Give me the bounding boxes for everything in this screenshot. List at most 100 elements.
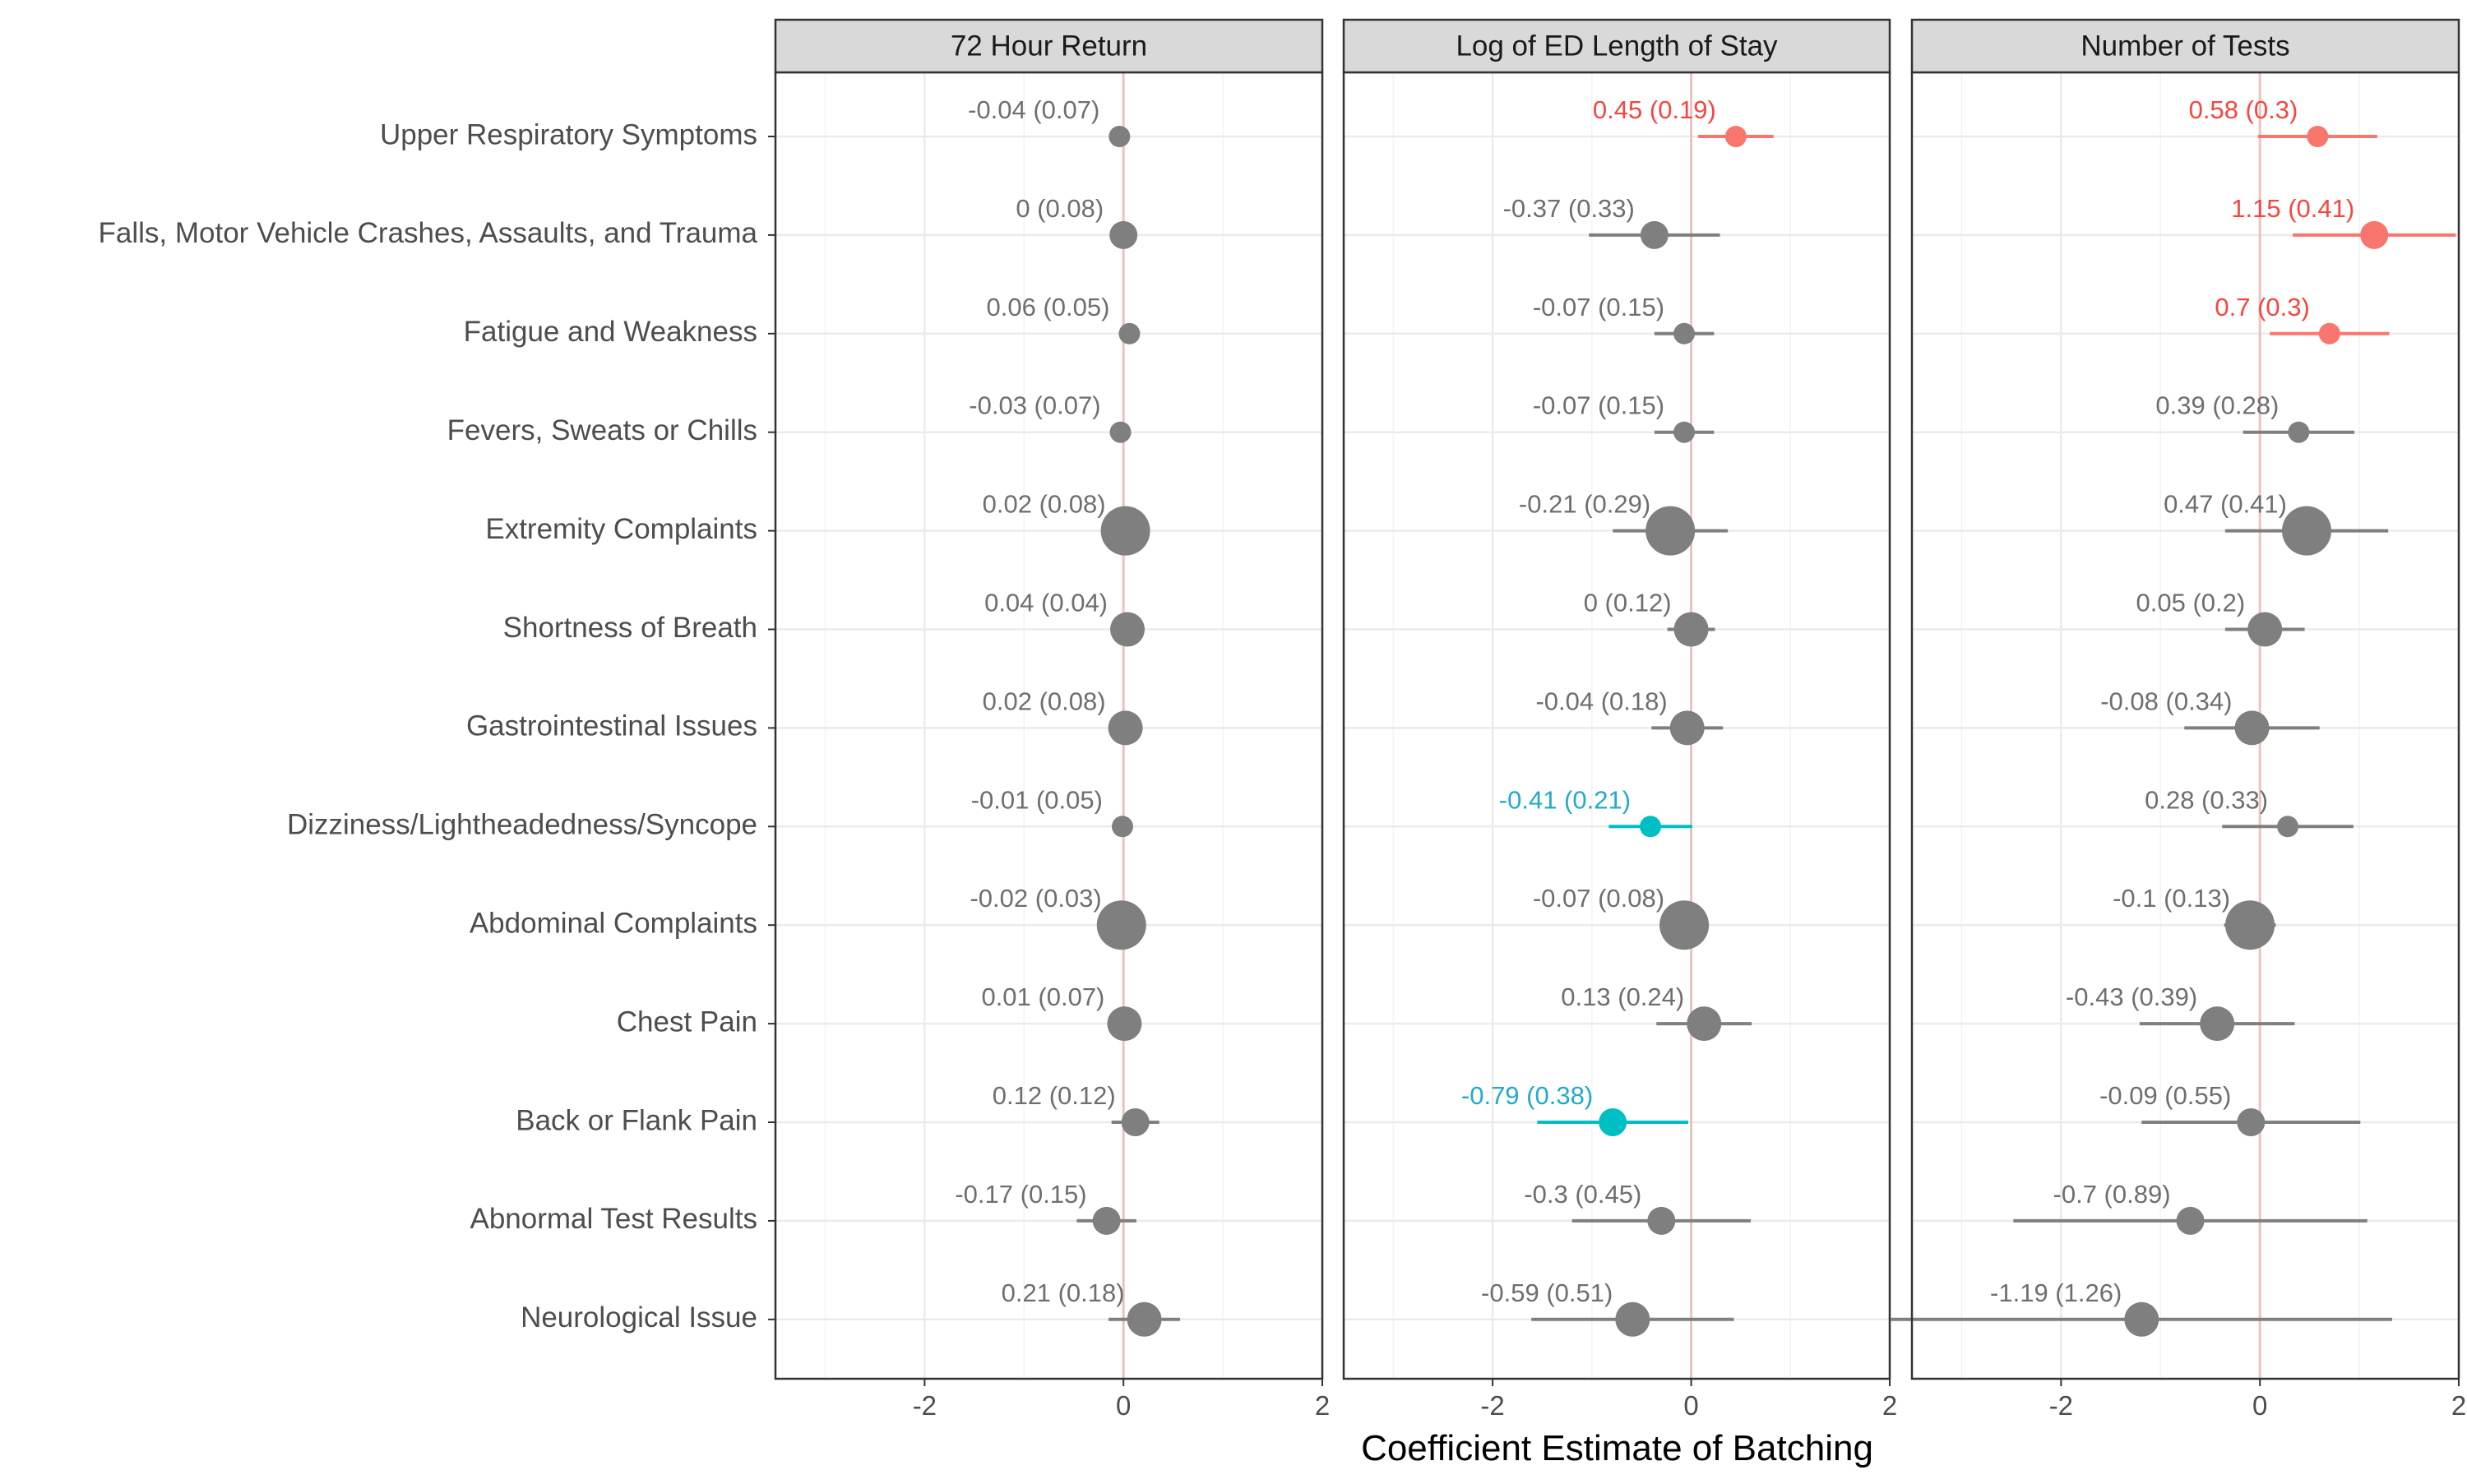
estimate-point <box>1640 816 1662 838</box>
estimate-label: -0.3 (0.45) <box>1524 1180 1641 1209</box>
estimate-point <box>2288 421 2310 443</box>
category-label: Shortness of Breath <box>503 612 757 644</box>
estimate-label: 0.01 (0.07) <box>981 982 1104 1011</box>
category-label: Back or Flank Pain <box>516 1104 757 1136</box>
estimate-point <box>2247 612 2283 647</box>
facet-panel: 0.45 (0.19) -0.37 (0.33) -0.07 (0.15) -0.07… <box>1342 18 1897 1421</box>
estimate-point <box>1647 1206 1676 1235</box>
estimate-point <box>2237 1108 2266 1136</box>
estimate-point <box>2234 710 2270 746</box>
estimate-point <box>1121 1108 1150 1136</box>
estimate-point <box>1659 900 1710 950</box>
estimate-label: -0.43 (0.39) <box>2066 982 2197 1011</box>
facet-strip <box>1910 18 2460 74</box>
category-label: Abnormal Test Results <box>470 1203 757 1235</box>
estimate-label: -0.7 (0.89) <box>2053 1180 2171 1209</box>
category-label: Dizziness/Lightheadedness/Syncope <box>287 809 757 841</box>
estimate-point <box>1687 1006 1722 1042</box>
estimate-label: 0.02 (0.08) <box>983 490 1106 519</box>
estimate-label: -0.37 (0.33) <box>1503 194 1635 223</box>
x-axis-title: Coefficient Estimate of Batching <box>1361 1428 1873 1468</box>
estimate-label: 0.02 (0.08) <box>983 687 1106 715</box>
facet-title: 72 Hour Return <box>951 30 1147 62</box>
x-tick-label: 2 <box>2451 1390 2466 1421</box>
estimate-point <box>1640 220 1669 249</box>
estimate-label: 0.21 (0.18) <box>1002 1278 1125 1307</box>
category-label: Neurological Issue <box>521 1301 757 1334</box>
estimate-label: 0.13 (0.24) <box>1561 982 1684 1011</box>
estimate-point <box>2277 816 2299 838</box>
estimate-point <box>1127 1301 1162 1337</box>
estimate-label: -0.08 (0.34) <box>2100 687 2232 715</box>
estimate-label: -0.1 (0.13) <box>2113 884 2230 913</box>
panel-background <box>1912 72 2459 1379</box>
estimate-label: -0.09 (0.55) <box>2099 1081 2231 1110</box>
x-tick-label: 2 <box>1882 1390 1897 1421</box>
panel-background <box>775 72 1322 1379</box>
estimate-label: -0.41 (0.21) <box>1499 785 1631 814</box>
estimate-label: 0.45 (0.19) <box>1593 95 1716 124</box>
category-label: Falls, Motor Vehicle Crashes, Assaults, … <box>99 217 758 249</box>
estimate-point <box>1669 710 1705 746</box>
category-label: Chest Pain <box>617 1006 757 1038</box>
estimate-point <box>1109 220 1138 249</box>
estimate-point <box>2318 322 2340 344</box>
estimate-label: 0.06 (0.05) <box>986 293 1109 321</box>
estimate-label: -0.07 (0.08) <box>1533 884 1664 913</box>
estimate-point <box>1109 421 1132 443</box>
facet-strip <box>774 18 1324 74</box>
estimate-point <box>1109 126 1131 147</box>
panel-background <box>1344 72 1890 1379</box>
estimate-point <box>2124 1301 2159 1337</box>
estimate-point <box>1096 900 1146 950</box>
estimate-label: 0.58 (0.3) <box>2189 95 2298 124</box>
estimate-label: -0.07 (0.15) <box>1533 391 1664 420</box>
x-tick-label: 0 <box>1683 1390 1698 1421</box>
facet-panel: 0.58 (0.3) 1.15 (0.41) 0.7 (0.3) 0.39 (0.28… <box>1891 18 2466 1421</box>
estimate-label: 0.47 (0.41) <box>2164 490 2287 519</box>
estimate-point <box>1673 322 1696 344</box>
estimate-label: -0.21 (0.29) <box>1519 490 1650 519</box>
estimate-label: -0.03 (0.07) <box>969 391 1100 420</box>
facet-title: Number of Tests <box>2081 30 2289 62</box>
estimate-point <box>1100 506 1150 556</box>
estimate-label: 0.39 (0.28) <box>2155 391 2279 420</box>
estimate-point <box>2200 1006 2235 1042</box>
category-label: Abdominal Complaints <box>470 907 757 939</box>
estimate-label: 0 (0.12) <box>1584 589 1672 617</box>
estimate-label: -0.17 (0.15) <box>955 1180 1086 1209</box>
category-label: Extremity Complaints <box>485 513 757 545</box>
estimate-point <box>1092 1206 1121 1235</box>
facet-panel: -0.04 (0.07) 0 (0.08) 0.06 (0.05) -0.03 (0.… <box>774 18 1330 1421</box>
estimate-label: 0.05 (0.2) <box>2136 589 2246 617</box>
estimate-point <box>1673 421 1696 443</box>
category-label: Gastrointestinal Issues <box>466 710 757 742</box>
estimate-label: -0.04 (0.18) <box>1535 687 1667 715</box>
estimate-point <box>1118 322 1141 344</box>
estimate-point <box>1599 1108 1627 1136</box>
x-tick-label: -2 <box>2049 1390 2073 1421</box>
estimate-label: -1.19 (1.26) <box>1990 1278 2122 1307</box>
estimate-point <box>2225 900 2275 950</box>
estimate-label: 0.04 (0.04) <box>984 589 1108 617</box>
category-label: Fatigue and Weakness <box>464 316 757 348</box>
estimate-point <box>2282 506 2332 556</box>
category-label: Fevers, Sweats or Chills <box>447 414 757 446</box>
estimate-label: 0.7 (0.3) <box>2215 293 2309 321</box>
estimate-label: 1.15 (0.41) <box>2231 194 2354 223</box>
estimate-point <box>1110 612 1146 647</box>
x-tick-label: 0 <box>1116 1390 1131 1421</box>
estimate-point <box>2307 126 2329 147</box>
estimate-point <box>2176 1206 2205 1235</box>
estimate-label: -0.07 (0.15) <box>1533 293 1664 321</box>
estimate-label: 0.28 (0.33) <box>2145 785 2268 814</box>
estimate-point <box>1107 1006 1142 1042</box>
estimate-point <box>1108 710 1143 746</box>
estimate-point <box>2360 220 2389 249</box>
estimate-label: 0.12 (0.12) <box>993 1081 1116 1110</box>
category-label: Upper Respiratory Symptoms <box>380 118 757 150</box>
estimate-label: -0.01 (0.05) <box>971 785 1103 814</box>
x-tick-label: 2 <box>1315 1390 1330 1421</box>
